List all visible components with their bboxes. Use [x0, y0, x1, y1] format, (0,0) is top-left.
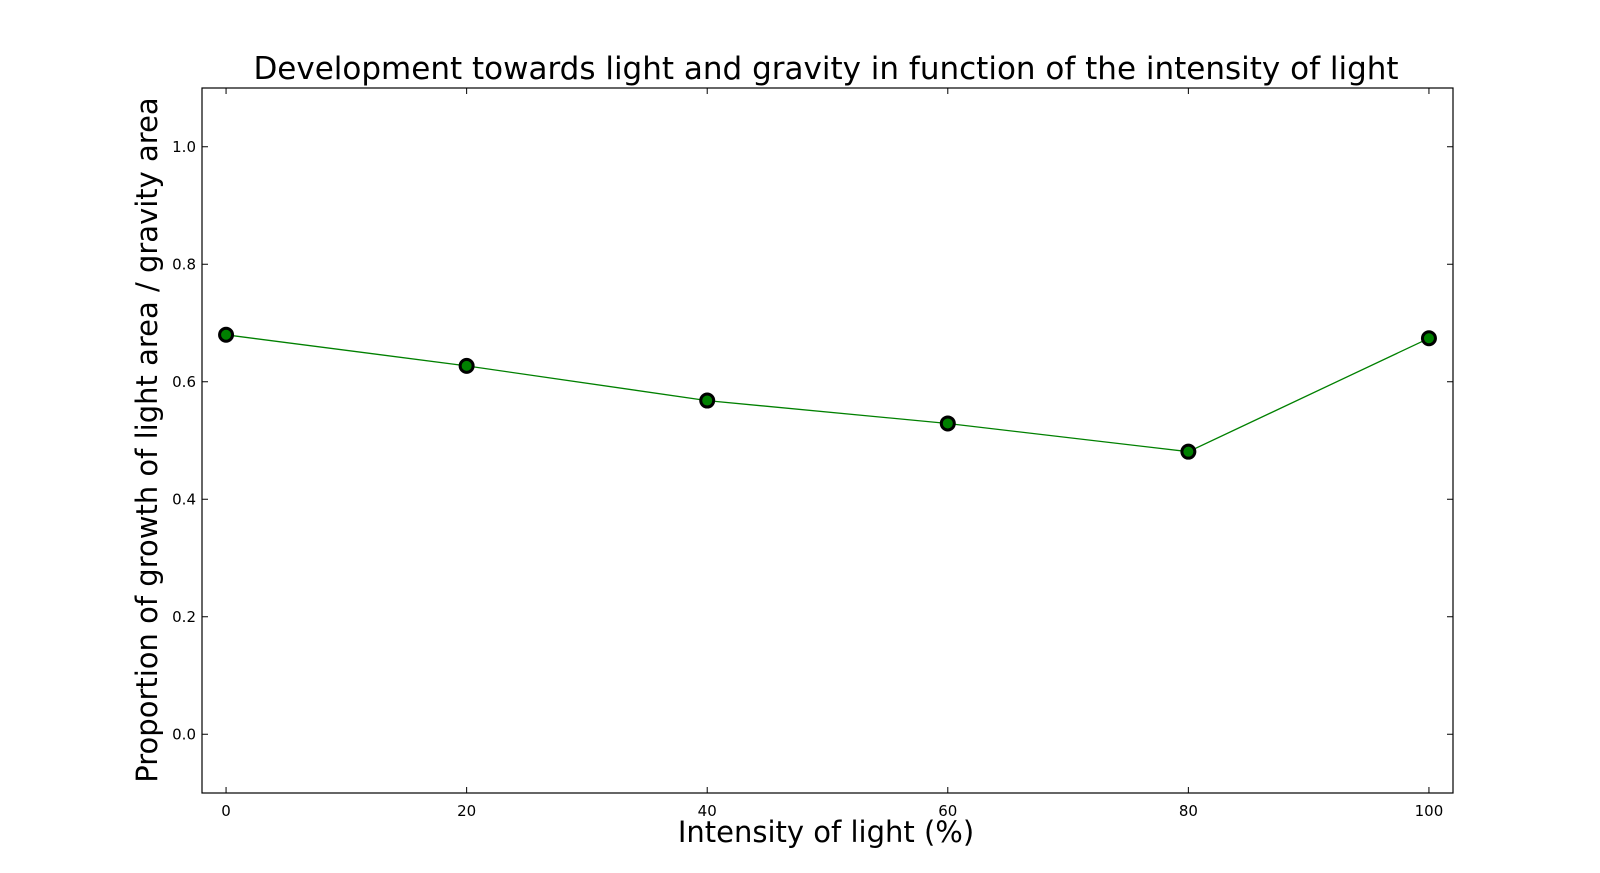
chart-title: Development towards light and gravity in…	[253, 51, 1398, 87]
x-tick-label: 40	[698, 802, 717, 820]
series-points	[218, 326, 1437, 460]
plot-area: 0 20 40 60 80 100 0.0 0.2 0.4 0.6 0.8 1.0	[172, 87, 1454, 820]
series-line	[226, 334, 1430, 453]
y-tick-label: 0.0	[172, 725, 196, 743]
plot-frame	[201, 87, 1454, 794]
data-point	[218, 326, 235, 343]
x-tick-label: 60	[938, 802, 957, 820]
x-axis-label: Intensity of light (%)	[678, 815, 974, 849]
y-tick-label: 1.0	[172, 138, 196, 156]
y-tick-label: 0.6	[172, 373, 196, 391]
y-tick-label: 0.4	[172, 490, 196, 508]
x-axis: 0 20 40 60 80 100	[221, 88, 1443, 820]
data-point	[1420, 330, 1437, 347]
y-axis-label: Proportion of growth of light area / gra…	[130, 97, 164, 782]
x-tick-label: 20	[457, 802, 476, 820]
y-tick-label: 0.2	[172, 608, 196, 626]
data-point	[939, 415, 956, 432]
x-tick-label: 80	[1179, 802, 1198, 820]
data-point	[1180, 443, 1197, 460]
x-tick-label: 0	[221, 802, 231, 820]
data-point	[458, 357, 475, 374]
y-axis: 0.0 0.2 0.4 0.6 0.8 1.0	[172, 138, 1453, 743]
x-tick-label: 100	[1415, 802, 1444, 820]
y-tick-label: 0.8	[172, 255, 196, 273]
data-point	[699, 392, 716, 409]
series-lines	[226, 334, 1430, 453]
